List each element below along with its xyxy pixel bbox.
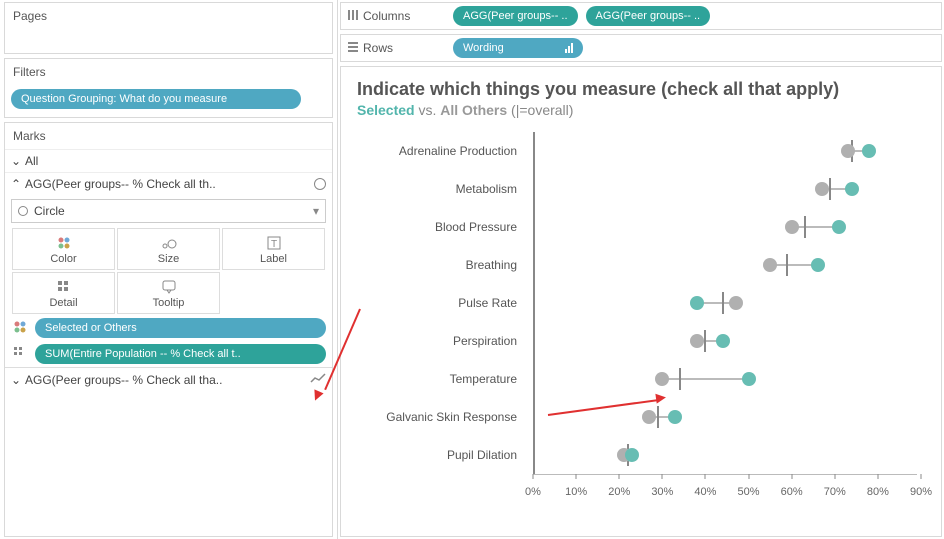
overall-marker: [704, 330, 706, 352]
tooltip-icon: [122, 279, 215, 295]
row-label: Breathing: [357, 258, 527, 272]
dot-selected[interactable]: [668, 410, 682, 424]
label-icon: T: [227, 235, 320, 251]
color-legend-icon: [11, 320, 29, 337]
dot-selected[interactable]: [625, 448, 639, 462]
axis-tick: 90%: [910, 486, 932, 498]
chart-subtitle: Selected vs. All Others (|=overall): [357, 102, 925, 118]
rows-label: Rows: [347, 41, 447, 56]
color-icon: [17, 235, 110, 251]
mark-type-dropdown[interactable]: Circle ▾: [11, 199, 326, 223]
dot-others[interactable]: [655, 372, 669, 386]
row-label: Adrenaline Production: [357, 144, 527, 158]
chart-area: Indicate which things you measure (check…: [340, 66, 942, 537]
columns-label: Columns: [347, 9, 447, 24]
axis-tick: 50%: [738, 486, 760, 498]
pages-title: Pages: [5, 3, 332, 29]
filters-panel: Filters Question Grouping: What do you m…: [4, 58, 333, 118]
overall-marker: [786, 254, 788, 276]
chevron-down-icon: ⌄: [11, 373, 25, 387]
axis-tick: 20%: [608, 486, 630, 498]
axis-tick: 40%: [694, 486, 716, 498]
axis-tick: 10%: [565, 486, 587, 498]
row-label: Temperature: [357, 372, 527, 386]
dot-others[interactable]: [690, 334, 704, 348]
filters-title: Filters: [5, 59, 332, 85]
dot-selected[interactable]: [716, 334, 730, 348]
overall-marker: [829, 178, 831, 200]
detail-button[interactable]: Detail: [12, 272, 115, 314]
chevron-up-icon: ⌃: [11, 177, 25, 191]
axis-tick: 70%: [824, 486, 846, 498]
dot-others[interactable]: [729, 296, 743, 310]
marks-title: Marks: [5, 123, 332, 149]
dot-selected[interactable]: [690, 296, 704, 310]
dot-selected[interactable]: [832, 220, 846, 234]
size-icon: [122, 235, 215, 251]
overall-marker: [804, 216, 806, 238]
dot-selected[interactable]: [742, 372, 756, 386]
filter-pill-question-grouping[interactable]: Question Grouping: What do you measure: [11, 89, 301, 109]
row-label: Blood Pressure: [357, 220, 527, 234]
rows-shelf[interactable]: Rows Wording: [340, 34, 942, 62]
row-label: Pulse Rate: [357, 296, 527, 310]
row-label: Metabolism: [357, 182, 527, 196]
label-button[interactable]: T Label: [222, 228, 325, 270]
dot-plot: Adrenaline Production Metabolism Blood Pre…: [357, 132, 925, 512]
row-label: Perspiration: [357, 334, 527, 348]
detail-icon: [17, 279, 110, 295]
dot-others[interactable]: [642, 410, 656, 424]
row-pill-wording[interactable]: Wording: [453, 38, 583, 58]
columns-icon: [347, 9, 359, 24]
marks-agg1-row[interactable]: ⌃ AGG(Peer groups-- % Check all th..: [5, 172, 332, 195]
row-label: Pupil Dilation: [357, 448, 527, 462]
pill-selected-or-others[interactable]: Selected or Others: [35, 318, 326, 338]
col-pill-2[interactable]: AGG(Peer groups-- ..: [586, 6, 711, 26]
dot-selected[interactable]: [845, 182, 859, 196]
sort-icon: [565, 43, 573, 53]
dot-others[interactable]: [785, 220, 799, 234]
chart-title: Indicate which things you measure (check…: [357, 79, 925, 100]
dot-selected[interactable]: [811, 258, 825, 272]
color-button[interactable]: Color: [12, 228, 115, 270]
dot-others[interactable]: [763, 258, 777, 272]
row-label: Galvanic Skin Response: [357, 410, 527, 424]
tooltip-button[interactable]: Tooltip: [117, 272, 220, 314]
svg-text:T: T: [270, 239, 276, 250]
circle-shape-icon: [18, 206, 28, 216]
axis-tick: 60%: [781, 486, 803, 498]
size-button[interactable]: Size: [117, 228, 220, 270]
marks-all-row[interactable]: ⌄ All: [5, 149, 332, 172]
circle-icon: [314, 178, 326, 190]
overall-marker: [679, 368, 681, 390]
col-pill-1[interactable]: AGG(Peer groups-- ..: [453, 6, 578, 26]
axis-tick: 0%: [525, 486, 541, 498]
dropdown-caret-icon: ▾: [313, 204, 319, 218]
columns-shelf[interactable]: Columns AGG(Peer groups-- .. AGG(Peer gr…: [340, 2, 942, 30]
marks-agg2-row[interactable]: ⌄ AGG(Peer groups-- % Check all tha..: [5, 367, 332, 391]
detail-legend-icon: [11, 346, 29, 363]
pages-panel: Pages: [4, 2, 333, 54]
overall-marker: [722, 292, 724, 314]
rows-icon: [347, 41, 359, 56]
chevron-down-icon: ⌄: [11, 154, 25, 168]
dot-selected[interactable]: [862, 144, 876, 158]
trend-icon: [310, 372, 326, 387]
overall-marker: [657, 406, 659, 428]
pill-sum-entire-population[interactable]: SUM(Entire Population -- % Check all t..: [35, 344, 326, 364]
dot-others[interactable]: [815, 182, 829, 196]
marks-panel: Marks ⌄ All ⌃ AGG(Peer groups-- % Check …: [4, 122, 333, 537]
dot-others[interactable]: [841, 144, 855, 158]
axis-tick: 80%: [867, 486, 889, 498]
axis-tick: 30%: [651, 486, 673, 498]
